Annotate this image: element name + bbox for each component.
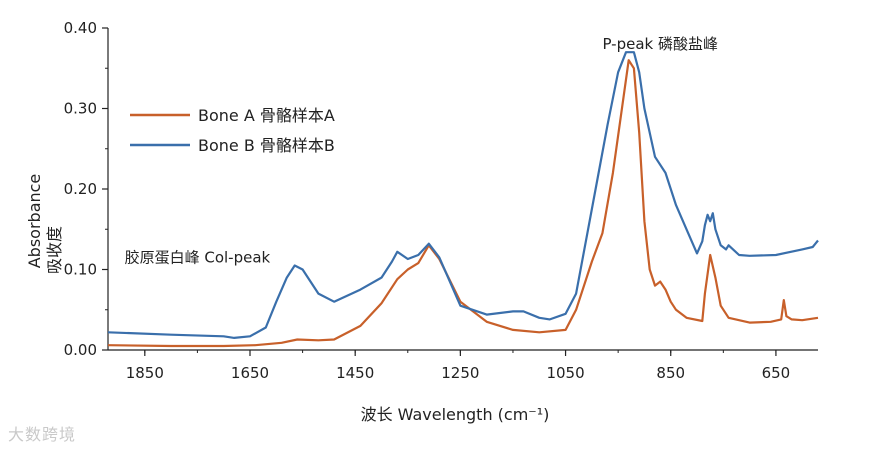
y-tick-label: 0.20 — [64, 180, 97, 198]
x-tick-label: 650 — [762, 364, 791, 382]
series-line-bone-a — [107, 59, 819, 348]
y-tick-label: 0.00 — [64, 341, 97, 359]
x-axis-title: 波长 Wavelength (cm⁻¹) — [361, 405, 550, 424]
x-tick-label: 850 — [656, 364, 685, 382]
legend-label: Bone A 骨骼样本A — [198, 106, 335, 125]
x-tick-label: 1450 — [336, 364, 374, 382]
x-tick-label: 1850 — [126, 364, 164, 382]
x-tick-label: 1650 — [231, 364, 269, 382]
annotation-p-peak: P-peak 磷酸盐峰 — [602, 35, 718, 53]
y-tick-label: 0.30 — [64, 100, 97, 118]
legend-label: Bone B 骨骼样本B — [198, 136, 335, 155]
y-axis-title: Absorbance — [25, 174, 44, 269]
series-layer — [107, 51, 819, 348]
x-tick-label: 1050 — [546, 364, 584, 382]
y-axis-title-cn: 吸收度 — [45, 226, 64, 274]
annotation-col-peak: 胶原蛋白峰 Col-peak — [125, 248, 271, 266]
y-tick-label: 0.10 — [64, 261, 97, 279]
x-tick-label: 1250 — [441, 364, 479, 382]
axes: 0.00 0.10 0.20 0.30 0.40 1850 1650 1450 1250 1050… — [64, 19, 818, 382]
series-line-bone-b — [107, 51, 819, 339]
legend: Bone A 骨骼样本A Bone B 骨骼样本B — [130, 106, 335, 155]
y-tick-label: 0.40 — [64, 19, 97, 37]
watermark-text: 大数跨境 — [8, 425, 77, 444]
